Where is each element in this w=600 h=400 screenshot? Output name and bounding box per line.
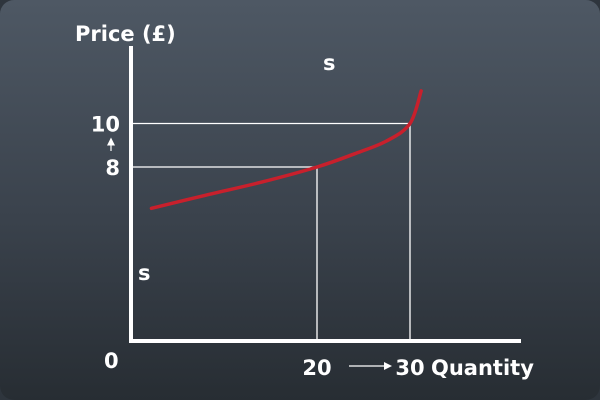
x-axis-label: Quantity [431,356,534,380]
price-rise-arrow-head [107,137,115,146]
tick-labels: 20 30 8 10 [91,113,425,381]
x-tick-label-20: 20 [302,356,331,380]
x-tick-label-30: 30 [395,356,424,380]
supply-curve-1 [149,89,423,211]
y-axis-label: Price (£) [75,22,176,46]
y-tick-label-8: 8 [105,156,120,180]
quantity-rise-arrow-head [384,362,392,370]
guide-lines [131,122,411,341]
curve-label-top: s [323,51,336,75]
y-tick-label-10: 10 [91,113,120,137]
curve-layer [149,89,423,211]
axes [129,46,521,343]
curve-label-bottom: s [138,261,151,285]
origin-label: 0 [104,349,119,373]
change-arrows [107,137,392,370]
